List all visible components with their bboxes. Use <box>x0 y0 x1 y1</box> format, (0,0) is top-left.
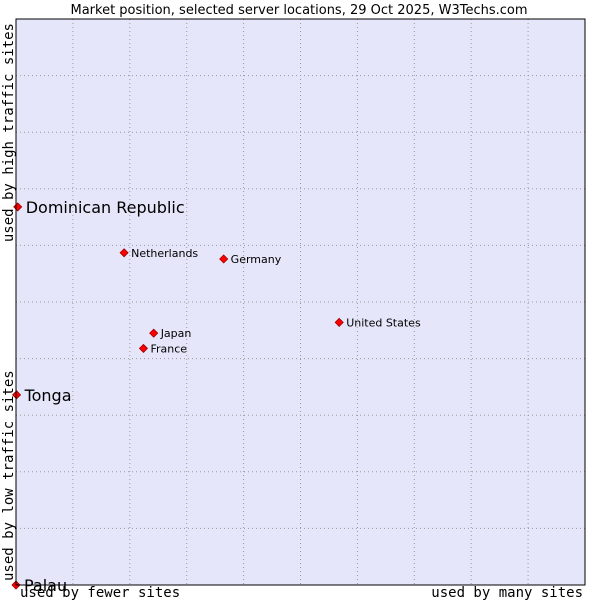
point-marker <box>119 248 129 258</box>
point-marker <box>149 328 159 338</box>
point-label: Germany <box>231 253 282 266</box>
point-label: France <box>150 342 187 355</box>
point-label: Japan <box>160 327 192 340</box>
point-marker <box>138 343 149 353</box>
data-point-france: France <box>138 342 187 355</box>
point-marker <box>13 202 23 212</box>
y-axis-label-bottom: used by low traffic sites <box>1 370 17 581</box>
y-axis-label-top: used by high traffic sites <box>1 23 17 242</box>
data-points: Dominican Republic Netherlands Germany Unit… <box>11 198 421 595</box>
data-point-dominican-republic: Dominican Republic <box>13 198 185 217</box>
data-point-tonga: Tonga <box>12 386 72 405</box>
data-point-japan: Japan <box>149 327 192 340</box>
point-marker <box>12 390 22 400</box>
point-marker <box>334 317 344 327</box>
x-axis-label-right: used by many sites <box>431 585 583 600</box>
data-point-germany: Germany <box>219 253 282 266</box>
point-marker <box>219 254 229 264</box>
x-axis-label-left: used by fewer sites <box>20 585 180 600</box>
point-label: Netherlands <box>131 247 198 260</box>
data-point-united-states: United States <box>334 316 421 329</box>
point-label: Tonga <box>24 386 72 405</box>
point-label: United States <box>346 316 421 329</box>
data-point-netherlands: Netherlands <box>119 247 198 260</box>
grid-lines <box>16 19 585 585</box>
chart-title: Market position, selected server locatio… <box>70 3 527 18</box>
plot-border <box>15 18 586 586</box>
point-label: Dominican Republic <box>26 198 185 217</box>
